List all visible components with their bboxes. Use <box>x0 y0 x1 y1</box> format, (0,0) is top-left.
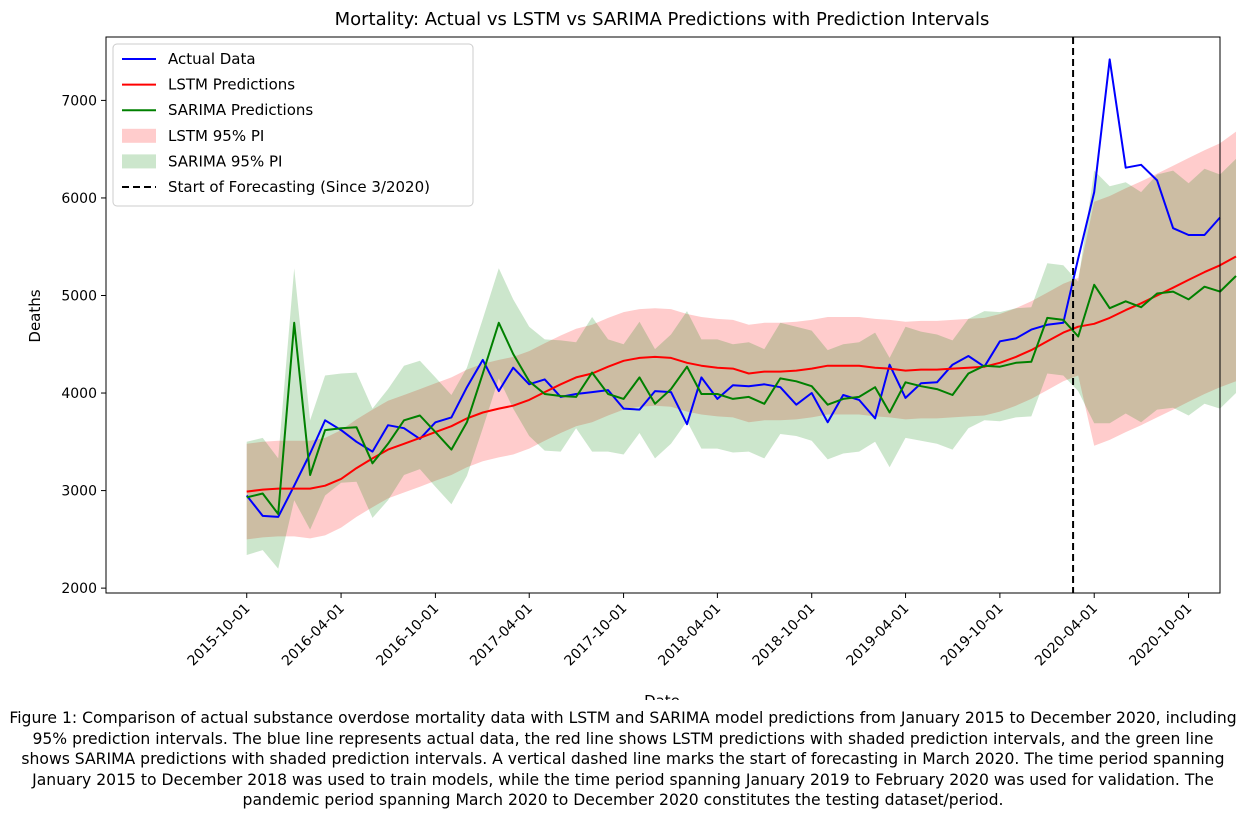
band-lstm-95-pi <box>246 131 1236 540</box>
chart: Mortality: Actual vs LSTM vs SARIMA Pred… <box>26 9 1237 700</box>
x-tick-label: 2015-10-01 <box>185 601 254 670</box>
y-tick-label: 2000 <box>61 581 97 597</box>
x-tick-label: 2017-10-01 <box>562 601 631 670</box>
x-tick-label: 2018-10-01 <box>750 601 819 670</box>
legend-label-actual-data: Actual Data <box>168 50 256 68</box>
chart-container: Mortality: Actual vs LSTM vs SARIMA Pred… <box>26 9 1237 700</box>
x-tick-label: 2019-04-01 <box>844 601 913 670</box>
plot-frame <box>105 36 1221 594</box>
x-axis-label: Date <box>644 692 680 700</box>
y-tick-label: 7000 <box>61 93 97 109</box>
chart-title: Mortality: Actual vs LSTM vs SARIMA Pred… <box>335 9 990 30</box>
legend-label-lstm-predictions: LSTM Predictions <box>168 76 295 94</box>
legend-label-sarima-95-pi: SARIMA 95% PI <box>168 152 282 170</box>
legend: Actual Data LSTM Predictions SARIMA Predic… <box>112 43 474 207</box>
legend-label-lstm-95-pi: LSTM 95% PI <box>168 127 264 145</box>
x-tick-label: 2017-04-01 <box>467 601 536 670</box>
x-tick-label: 2020-04-01 <box>1032 601 1101 670</box>
y-tick-label: 4000 <box>61 386 97 402</box>
y-axis-label: Deaths <box>26 289 44 342</box>
x-tick-label: 2016-04-01 <box>279 601 348 670</box>
line-sarima-predictions <box>246 275 1237 515</box>
y-tick-label: 6000 <box>61 191 97 207</box>
legend-label-start-of-forecasting-since-3-2020-: Start of Forecasting (Since 3/2020) <box>168 178 430 196</box>
figure-caption: Figure 1: Comparison of actual substance… <box>9 709 1237 809</box>
legend-label-sarima-predictions: SARIMA Predictions <box>168 101 313 119</box>
y-tick-label: 5000 <box>61 288 97 304</box>
x-tick-label: 2020-10-01 <box>1127 601 1196 670</box>
y-tick-label: 3000 <box>61 484 97 500</box>
x-tick-label: 2016-10-01 <box>373 601 442 670</box>
legend-swatch-sarima-95-pi <box>122 154 156 169</box>
line-actual-data <box>245 58 1221 518</box>
x-tick-label: 2019-10-01 <box>938 601 1007 670</box>
legend-box <box>112 43 474 207</box>
x-tick-label: 2018-04-01 <box>655 601 724 670</box>
legend-swatch-lstm-95-pi <box>122 128 156 143</box>
band-sarima-95-pi <box>246 158 1236 569</box>
